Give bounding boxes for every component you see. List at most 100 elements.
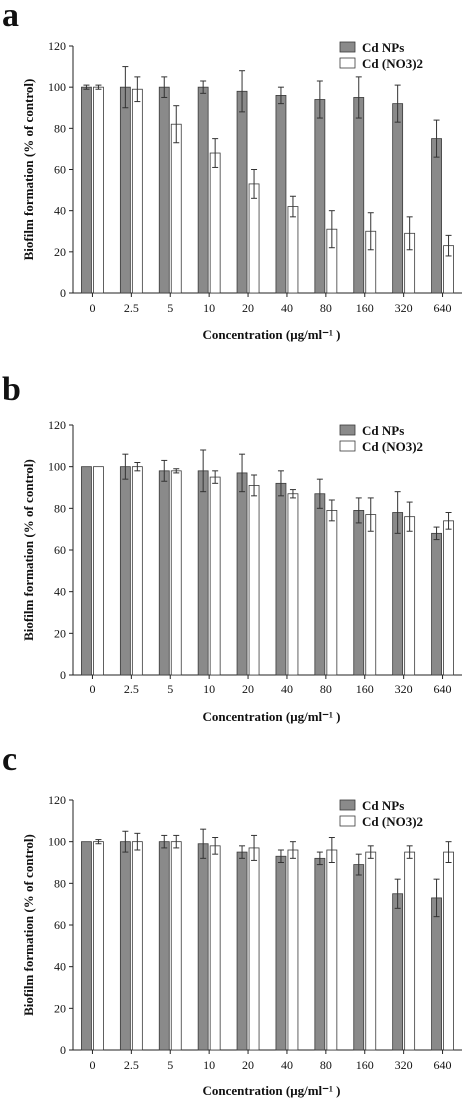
y-tick-label: 40 [54,204,66,218]
legend-label: Cd (NO3)2 [362,814,423,829]
panel-label: c [2,741,17,778]
bar-cd-no3-20 [248,183,260,294]
y-tick-label: 0 [60,668,66,682]
x-axis-title: Concentration (μg/ml⁻¹ ) [203,327,341,342]
y-tick-label: 120 [48,39,66,53]
x-tick-label: 20 [242,682,254,696]
bar-cd-nps-0 [81,466,92,676]
bar-cd-no3-0 [93,466,104,676]
x-axis-title: Concentration (μg/ml⁻¹ ) [203,709,341,724]
x-tick-label: 2.5 [124,301,139,315]
bar-cd-nps-40 [275,855,287,1051]
bar-cd-nps-80 [314,857,326,1051]
y-axis-title: Biofilm formation (% of control) [21,459,36,641]
x-tick-label: 40 [281,682,293,696]
bar-cd-nps-10 [197,470,209,676]
bar-cd-nps-20 [236,90,248,294]
bar-cd-no3-640 [443,520,454,676]
y-tick-label: 40 [54,960,66,974]
legend-swatch [339,41,356,53]
y-axis-title: Biofilm formation (% of control) [21,834,36,1016]
legend-swatch [339,799,356,811]
bar-cd-nps-640 [431,138,442,294]
bar-cd-nps-160 [353,864,365,1051]
y-tick-label: 120 [48,793,66,807]
bar-cd-no3-5 [170,470,182,676]
bar-cd-no3-10 [209,152,221,294]
bar-cd-no3-0 [93,86,104,294]
x-tick-label: 80 [320,301,332,315]
bar-cd-nps-5 [158,86,170,294]
bar-cd-no3-40 [287,493,299,676]
y-tick-label: 60 [54,918,66,932]
x-tick-label: 20 [242,301,254,315]
x-tick-label: 10 [203,682,215,696]
bar-cd-no3-80 [326,849,338,1051]
x-tick-label: 640 [434,1058,452,1072]
legend-swatch [339,815,356,827]
x-tick-label: 80 [320,1058,332,1072]
y-tick-label: 0 [60,1043,66,1057]
bar-cd-no3-40 [287,849,299,1051]
x-tick-label: 160 [356,1058,374,1072]
legend-swatch [339,57,356,69]
bar-cd-nps-320 [392,893,404,1051]
bar-cd-no3-2.5 [131,466,143,676]
bar-cd-no3-320 [404,851,416,1051]
y-tick-label: 80 [54,876,66,890]
bar-cd-no3-5 [170,841,182,1051]
bar-cd-no3-640 [443,851,454,1051]
legend-swatch [339,424,356,436]
bar-cd-nps-40 [275,482,287,676]
y-tick-label: 20 [54,1001,66,1015]
y-tick-label: 40 [54,585,66,599]
bar-cd-no3-10 [209,476,221,676]
x-tick-label: 320 [395,301,413,315]
bar-cd-nps-5 [158,841,170,1051]
bar-cd-nps-20 [236,472,248,676]
y-tick-label: 80 [54,501,66,515]
x-tick-label: 0 [89,301,95,315]
x-tick-label: 5 [167,301,173,315]
x-tick-label: 40 [281,301,293,315]
bar-cd-nps-40 [275,95,287,294]
x-tick-label: 5 [167,1058,173,1072]
y-tick-label: 0 [60,286,66,300]
y-tick-label: 120 [48,418,66,432]
y-tick-label: 60 [54,543,66,557]
bar-cd-no3-20 [248,847,260,1051]
legend-label: Cd NPs [362,40,404,55]
x-tick-label: 0 [89,1058,95,1072]
bar-cd-nps-2.5 [119,466,131,676]
bar-cd-nps-2.5 [119,86,131,294]
bar-cd-nps-160 [353,97,365,294]
bar-cd-nps-10 [197,86,209,294]
legend-label: Cd NPs [362,423,404,438]
bar-cd-nps-0 [81,86,92,294]
legend-swatch [339,440,356,452]
bar-cd-no3-20 [248,485,260,676]
bar-cd-no3-2.5 [131,841,143,1051]
bar-cd-no3-10 [209,845,221,1051]
bar-cd-nps-160 [353,510,365,676]
bar-cd-no3-160 [365,851,377,1051]
bar-cd-nps-80 [314,493,326,676]
x-tick-label: 0 [89,682,95,696]
x-tick-label: 10 [203,301,215,315]
x-tick-label: 2.5 [124,682,139,696]
bar-cd-no3-160 [365,514,377,676]
bar-cd-no3-320 [404,516,416,676]
legend-label: Cd NPs [362,798,404,813]
x-tick-label: 320 [395,1058,413,1072]
legend-label: Cd (NO3)2 [362,439,423,454]
bar-cd-nps-10 [197,843,209,1051]
bar-cd-nps-320 [392,512,404,676]
x-tick-label: 640 [434,682,452,696]
x-tick-label: 160 [356,301,374,315]
bar-cd-nps-320 [392,103,404,294]
panel-label: b [2,371,21,408]
